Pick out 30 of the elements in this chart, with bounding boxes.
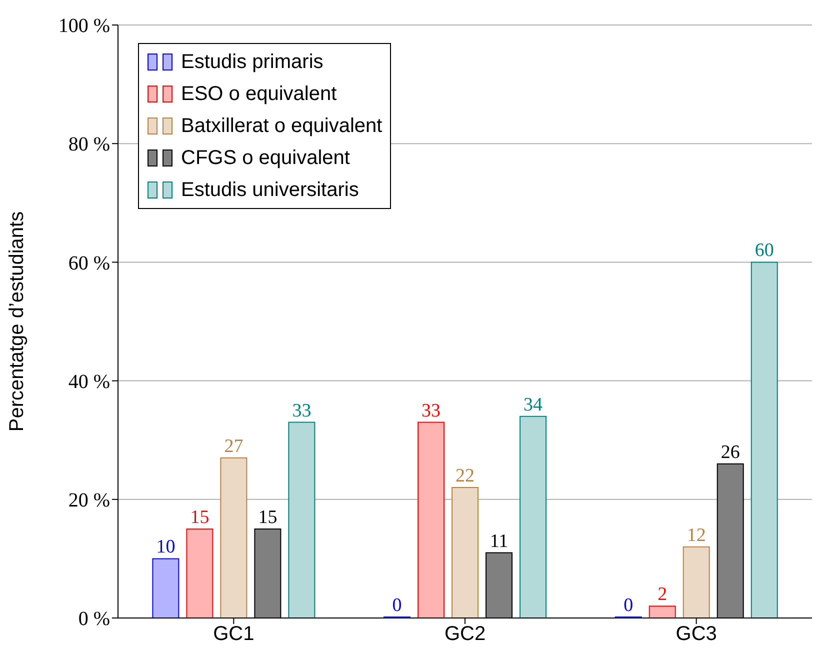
y-tick-label: 100 % xyxy=(58,15,110,38)
data-label: 60 xyxy=(754,240,774,262)
data-label: 33 xyxy=(422,400,441,422)
data-label: 33 xyxy=(292,400,312,422)
data-label: 34 xyxy=(524,394,544,416)
x-tick-label: GC3 xyxy=(676,623,717,646)
y-tick-label: 20 % xyxy=(68,490,110,512)
x-tick-label: GC1 xyxy=(213,623,254,646)
data-label: 12 xyxy=(686,524,706,546)
legend-label: CFGS o equivalent xyxy=(181,146,350,170)
data-label: 15 xyxy=(190,507,210,528)
data-label: 15 xyxy=(258,507,278,528)
legend-label: Batxillerat o equivalent xyxy=(181,114,382,138)
data-label: 2 xyxy=(658,584,668,606)
y-tick-label: 40 % xyxy=(68,370,110,393)
legend-label: Estudis primaris xyxy=(181,50,324,74)
data-label: 11 xyxy=(490,530,508,552)
y-axis-title: Percentatge d’estudiants xyxy=(6,211,28,432)
data-label: 0 xyxy=(624,595,634,616)
data-label: 22 xyxy=(456,466,475,487)
data-label: 10 xyxy=(156,536,176,558)
x-tick-label: GC2 xyxy=(444,623,486,646)
y-tick-label: 60 % xyxy=(68,252,110,274)
data-label: 26 xyxy=(720,442,740,463)
legend-label: ESO o equivalent xyxy=(181,82,337,106)
y-tick-label: 80 % xyxy=(68,134,110,156)
data-label: 27 xyxy=(224,436,244,457)
data-label: 0 xyxy=(392,595,402,616)
y-tick-label: 0 % xyxy=(78,608,110,630)
legend-label: Estudis universitaris xyxy=(181,178,359,202)
